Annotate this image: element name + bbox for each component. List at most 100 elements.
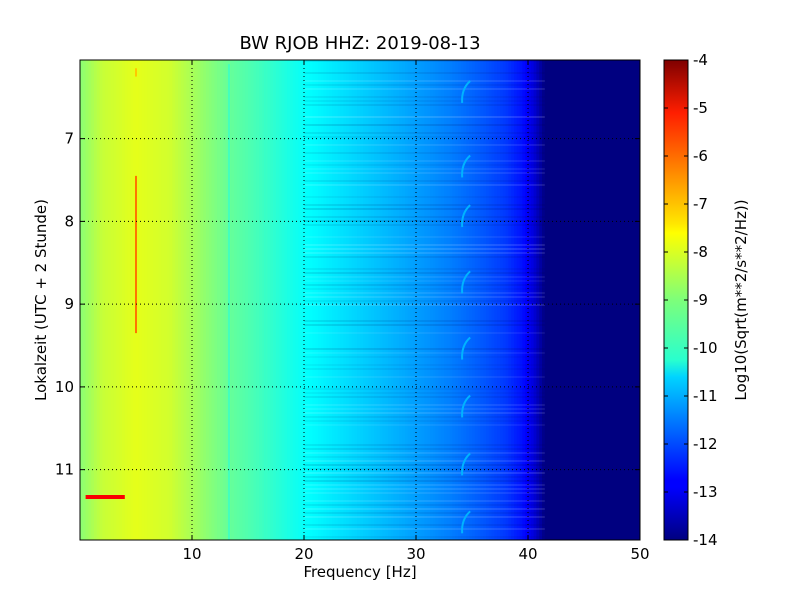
spectrogram-column <box>626 60 630 540</box>
spectrogram-stripe <box>304 420 545 422</box>
spectrogram-stripe <box>304 180 545 182</box>
spectrogram-column <box>385 60 389 540</box>
spectrogram-column <box>287 60 291 540</box>
spectrogram-column <box>200 60 204 540</box>
spectrogram-column <box>424 60 428 540</box>
spectrogram-column <box>592 60 596 540</box>
spectrogram-column <box>298 60 302 540</box>
spectrogram-column <box>542 60 546 540</box>
spectrogram-column <box>564 60 568 540</box>
spectrogram-column <box>259 60 263 540</box>
spectrogram-column <box>264 60 269 540</box>
spectrogram-column <box>346 60 350 540</box>
spectrogram-stripe <box>304 412 545 414</box>
spectrogram-column <box>360 60 364 540</box>
spectrogram-column <box>119 60 123 540</box>
spectrogram-stripe <box>304 104 545 106</box>
spectrogram-column <box>110 60 115 540</box>
spectrogram-column <box>136 60 140 540</box>
spectrogram-column <box>340 60 344 540</box>
y-tick-label: 7 <box>64 130 74 148</box>
spectrogram-column <box>413 60 417 540</box>
spectrogram-column <box>444 60 448 540</box>
spectrogram-stripe <box>304 160 545 162</box>
spectrogram-column <box>379 60 383 540</box>
spectrogram-stripe <box>304 196 545 198</box>
spectrogram-column <box>326 60 330 540</box>
spectrogram-stripe <box>304 276 545 278</box>
spectrogram-arc <box>461 452 471 476</box>
x-tick-label: 30 <box>406 545 425 563</box>
spectrogram-stripe <box>304 472 545 474</box>
spectrogram-column <box>130 60 134 540</box>
spectrogram-stripe <box>304 284 545 286</box>
spectrogram-column <box>242 60 246 540</box>
spectrogram-arc <box>461 394 471 418</box>
spectrogram-column <box>332 60 336 540</box>
x-tick-label: 20 <box>294 545 313 563</box>
spectrogram-column <box>206 60 210 540</box>
spectrogram-stripe <box>304 296 545 298</box>
spectrogram-column <box>376 60 381 540</box>
spectrogram-stripe <box>304 116 545 118</box>
spectrogram-stripe <box>304 300 545 302</box>
spectrogram-column <box>309 60 313 540</box>
spectrogram-stripe <box>304 364 545 366</box>
spectrogram-stripe <box>304 392 545 394</box>
spectrogram-column <box>318 60 322 540</box>
spectrogram-column <box>589 60 593 540</box>
spectrogram-stripe <box>304 280 545 282</box>
spectrogram-column <box>390 60 395 540</box>
spectrogram-column <box>396 60 400 540</box>
spectrogram-stripe <box>304 524 545 526</box>
spectrogram-stripe <box>304 144 545 146</box>
spectrogram-column <box>208 60 213 540</box>
spectrogram-column <box>421 60 425 540</box>
spectrogram-column <box>368 60 372 540</box>
spectrogram-column <box>452 60 456 540</box>
spectrogram-stripe <box>304 288 545 290</box>
spectrogram-column <box>530 60 535 540</box>
colorbar-tick-label: -11 <box>693 387 718 405</box>
spectrogram-column <box>508 60 512 540</box>
spectrogram-column <box>320 60 325 540</box>
plot-frame <box>79 59 641 541</box>
spectrogram-column <box>197 60 201 540</box>
spectrogram-column <box>194 60 199 540</box>
spectrogram-column <box>155 60 159 540</box>
spectrogram-column <box>631 60 635 540</box>
spectrogram-column <box>281 60 285 540</box>
spectrogram-column <box>416 60 420 540</box>
spectrogram-column <box>141 60 145 540</box>
spectrogram-column <box>581 60 585 540</box>
spectrogram-stripe <box>304 208 545 210</box>
spectrogram-column <box>463 60 467 540</box>
spectrogram-column <box>161 60 165 540</box>
spectrogram-stripe <box>304 348 545 350</box>
spectrogram-column <box>558 60 563 540</box>
spectrogram-column <box>519 60 523 540</box>
y-tick-label: 9 <box>64 295 74 313</box>
spectrogram-column <box>612 60 616 540</box>
spectrogram-column <box>292 60 297 540</box>
spectrogram-arc <box>461 270 471 294</box>
spectrogram-stripe <box>304 124 545 126</box>
spectrogram-column <box>502 60 507 540</box>
spectrogram-columns <box>80 60 640 540</box>
spectrogram-stripe <box>304 388 545 390</box>
spectrogram-column <box>637 60 640 540</box>
spectrogram-column <box>337 60 341 540</box>
spectrogram-stripe <box>304 256 545 258</box>
chart-title: BW RJOB HHZ: 2019-08-13 <box>239 33 480 54</box>
spectrogram-column <box>124 60 129 540</box>
spectrogram-column <box>617 60 621 540</box>
spectrogram-column <box>441 60 445 540</box>
spectrogram-stripe <box>304 236 545 238</box>
spectrogram-column <box>273 60 277 540</box>
plot-area <box>80 60 640 540</box>
spectrogram-column <box>82 60 87 540</box>
spectrogram-column <box>192 60 196 540</box>
y-tick-label: 11 <box>55 461 74 479</box>
spectrogram-column <box>606 60 610 540</box>
spectrogram-stripe <box>304 268 545 270</box>
